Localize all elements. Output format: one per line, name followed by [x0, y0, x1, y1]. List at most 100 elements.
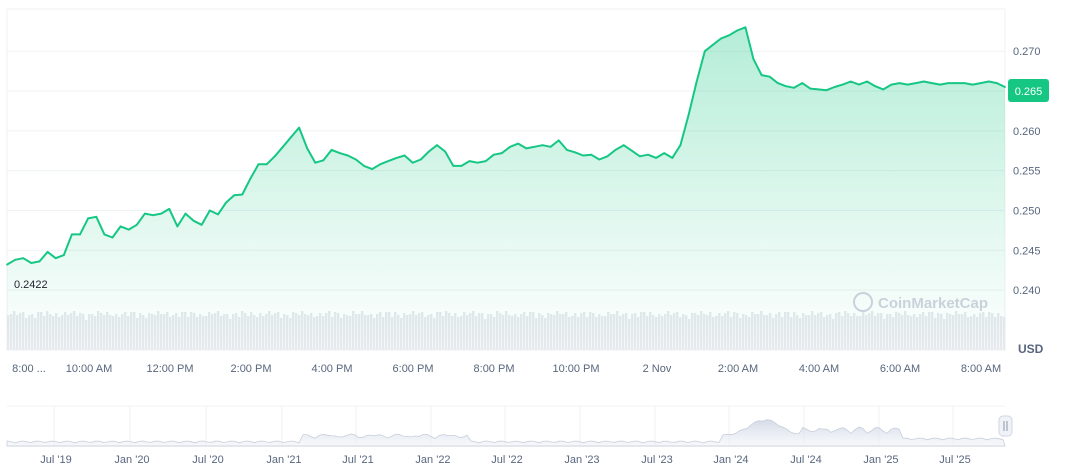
price-point [695, 80, 698, 83]
price-point [801, 82, 804, 84]
price-point [30, 262, 33, 264]
navigator-tick-label: Jan '23 [564, 454, 599, 466]
x-tick-label: 6:00 PM [393, 363, 434, 375]
price-point [744, 26, 747, 29]
price-point [460, 165, 463, 167]
price-point [931, 82, 933, 84]
price-point [135, 223, 138, 226]
price-point [979, 82, 982, 84]
price-point [582, 154, 584, 157]
navigator-tick-label: Jul '22 [491, 454, 522, 466]
x-tick-label: 8:00 ... [12, 363, 46, 375]
price-point [663, 152, 666, 155]
price-point [849, 80, 852, 83]
price-point [947, 82, 950, 84]
price-point [817, 88, 820, 91]
price-point [265, 163, 268, 166]
price-point [403, 154, 406, 157]
price-point [639, 155, 641, 158]
price-point [314, 161, 317, 164]
price-point [298, 126, 300, 129]
price-point [728, 34, 730, 37]
navigator-tick-label: Jul '19 [40, 454, 71, 466]
navigator-handle[interactable] [998, 415, 1013, 437]
price-point [825, 89, 828, 92]
price-point [46, 251, 49, 253]
navigator-tick-label: Jul '24 [790, 454, 821, 466]
price-point [273, 155, 276, 158]
x-tick-label: 2:00 AM [718, 363, 758, 375]
current-price-value: 0.265 [1015, 86, 1043, 98]
price-point [176, 225, 179, 228]
price-point [14, 258, 16, 261]
navigator-tick-label: Jul '20 [192, 454, 223, 466]
price-point [793, 86, 795, 89]
price-point [290, 136, 292, 139]
price-point [127, 228, 130, 231]
x-tick-label: 12:00 PM [146, 363, 193, 375]
price-point [484, 160, 487, 163]
y-tick-label: 0.270 [1013, 46, 1041, 58]
price-point [322, 159, 325, 162]
price-point [574, 151, 576, 154]
price-point [79, 233, 81, 236]
price-point [785, 85, 787, 88]
price-point [419, 158, 422, 161]
y-tick-label: 0.250 [1013, 205, 1041, 217]
x-tick-label: 10:00 AM [66, 363, 112, 375]
navigator-tick-label: Jan '20 [114, 454, 149, 466]
x-tick-label: 2 Nov [643, 363, 672, 375]
price-point [509, 145, 511, 148]
price-point [346, 154, 349, 157]
x-tick-label: 8:00 AM [961, 363, 1001, 375]
price-point [379, 163, 382, 166]
price-point [906, 83, 909, 86]
price-point [371, 168, 373, 171]
x-tick-label: 6:00 AM [880, 363, 920, 375]
price-point [760, 74, 763, 76]
price-point [606, 155, 609, 158]
price-point [923, 80, 925, 83]
navigator-handle-box[interactable] [998, 415, 1013, 437]
price-point [833, 86, 836, 88]
price-point [614, 149, 617, 151]
price-point [249, 177, 252, 180]
price-point [233, 194, 236, 197]
price-point [241, 193, 244, 196]
price-point [752, 58, 755, 61]
price-point [476, 161, 479, 164]
price-point [395, 157, 398, 159]
price-point [411, 161, 414, 164]
x-tick-label: 4:00 PM [312, 363, 353, 375]
price-point [955, 82, 958, 84]
price-point [192, 219, 195, 222]
price-point [671, 157, 674, 159]
coinmarketcap-logo-icon [853, 292, 873, 312]
navigator-tick-label: Jul '21 [342, 454, 373, 466]
price-point [282, 145, 284, 148]
navigator-area [6, 419, 1006, 447]
price-point [452, 165, 455, 167]
price-point [679, 144, 682, 147]
price-point [111, 236, 114, 239]
price-point [200, 223, 203, 226]
price-point [687, 114, 690, 116]
price-point [898, 82, 901, 84]
currency-label: USD [1018, 342, 1044, 356]
range-navigator[interactable]: Jul '19 Jan '20 Jul '20 Jan '21 Jul '21 Jan '… [6, 405, 1013, 466]
watermark: CoinMarketCap [853, 292, 988, 312]
price-point [257, 163, 260, 166]
price-point [768, 75, 771, 78]
x-tick-label: 4:00 AM [799, 363, 839, 375]
price-point [387, 160, 390, 163]
price-point [492, 153, 495, 156]
price-point [866, 80, 868, 83]
low-price-label: 0.2422 [14, 279, 48, 291]
price-point [71, 233, 73, 236]
x-tick-label: 2:00 PM [231, 363, 272, 375]
price-point [598, 158, 601, 161]
price-point [363, 165, 365, 167]
price-point [541, 144, 544, 147]
price-point [882, 88, 885, 91]
price-point [939, 83, 941, 86]
